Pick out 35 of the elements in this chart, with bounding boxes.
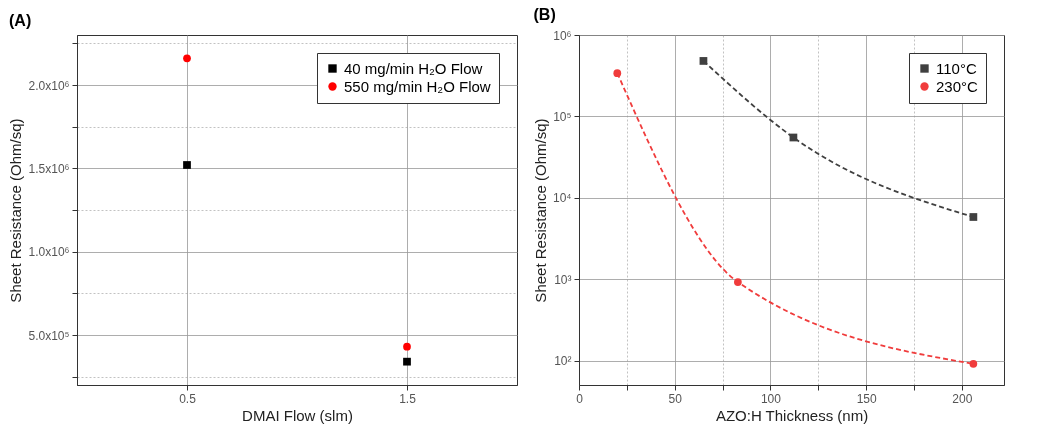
x-tick-label: 200 — [952, 391, 973, 406]
legend-label: 550 mg/min H₂O Flow — [344, 77, 491, 95]
y-tick-label: 2.0x10⁶ — [28, 78, 70, 93]
x-tick-label: 150 — [856, 391, 877, 406]
x-tick-label: 0.5 — [179, 391, 197, 406]
point — [403, 342, 411, 351]
x-tick-label: 50 — [668, 391, 683, 406]
x-tick-label: 100 — [760, 391, 782, 406]
point — [699, 57, 708, 65]
chart-title: (B) — [533, 6, 556, 23]
y-tick-label: 10² — [554, 354, 572, 368]
x-tick-label: 1.5 — [399, 391, 417, 406]
legend-label: 110°C — [936, 59, 977, 77]
x-tick-label: 0 — [576, 391, 584, 406]
legend-label: 230°C — [936, 77, 979, 95]
point — [969, 213, 978, 221]
point — [403, 357, 411, 366]
x-axis-title: AZO:H Thickness (nm) — [715, 406, 869, 424]
point — [183, 161, 191, 169]
point — [613, 69, 622, 77]
x-axis-title: DMAI Flow (slm) — [242, 406, 353, 424]
point — [734, 278, 742, 286]
y-tick-label: 10⁶ — [553, 28, 572, 43]
y-tick-label: 10⁵ — [553, 109, 572, 124]
point — [969, 359, 978, 368]
chart-title: (A) — [9, 12, 32, 29]
y-axis-title: Sheet Resistance (Ohm/sq) — [532, 118, 549, 303]
y-tick-label: 1.0x10⁶ — [28, 245, 70, 260]
point — [183, 54, 191, 63]
y-tick-label: 10³ — [554, 272, 572, 287]
legend-label: 40 mg/min H₂O Flow — [344, 59, 483, 77]
y-tick-label: 1.5x10⁶ — [28, 161, 70, 176]
y-axis-title: Sheet Resistance (Ohm/sq) — [7, 118, 25, 303]
y-tick-label: 5.0x10⁵ — [28, 328, 70, 343]
y-tick-label: 10⁴ — [552, 191, 572, 206]
